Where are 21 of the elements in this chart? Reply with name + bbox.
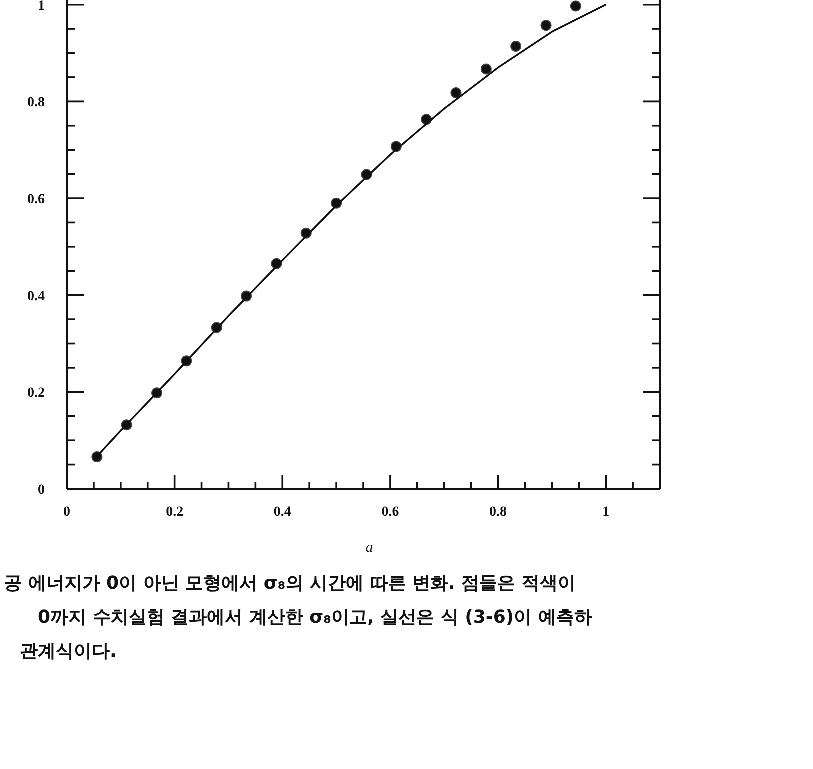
annotation: 관계식이다. [20,641,117,662]
y-tick-label: 0.8 [28,96,45,111]
point [480,64,492,75]
annotation: 0까지 수치실험 결과에서 계산한 σ₈이고, 실선은 식 (3-6)이 예측하 [38,607,592,628]
y-tick-label: 0.2 [28,386,45,402]
annotation: 공 에너지가 0이 아닌 모형에서 σ₈의 시간에 따른 변화. 점들은 적색이 [4,573,576,594]
x-tick-label: 0.4 [274,505,292,520]
point [450,87,462,98]
y-tick-label: 0 [38,483,45,498]
x-axis-title: a [366,540,374,556]
point [510,40,522,52]
y-tick-label: 0.6 [28,192,45,208]
x-tick-label: 0.8 [490,505,508,520]
point [540,20,552,32]
point [570,0,582,12]
x-tick-label: 0.6 [382,505,400,520]
x-tick-label: 0 [64,505,70,520]
y-tick-label: 0.4 [28,289,45,304]
x-tick-label: 1 [602,505,610,520]
y-tick-label: 1 [38,0,45,14]
x-tick-label: 0.2 [166,505,184,520]
